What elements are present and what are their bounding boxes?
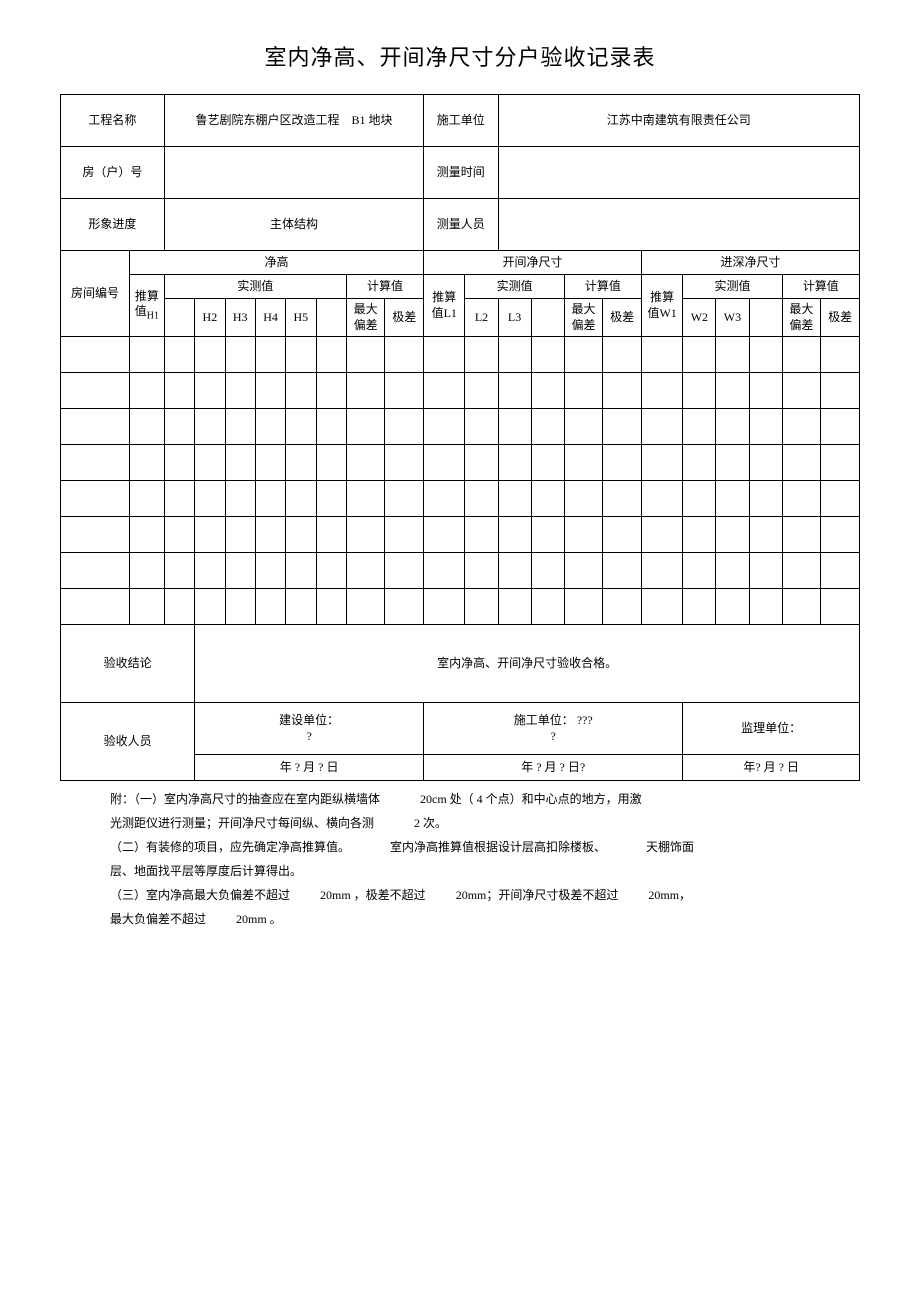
col-room-no: 房间编号	[61, 251, 130, 337]
value-project-name: 鲁艺剧院东棚户区改造工程 B1 地块	[164, 95, 423, 147]
table-row	[61, 589, 860, 625]
footnotes: 附：（一）室内净高尺寸的抽查应在室内距纵横墙体20cm 处（ 4 个点）和中心点…	[60, 781, 860, 931]
inspection-table: 工程名称 鲁艺剧院东棚户区改造工程 B1 地块 施工单位 江苏中南建筑有限责任公…	[60, 94, 860, 781]
col-range-w: 极差	[821, 299, 860, 337]
label-conclusion: 验收结论	[61, 625, 195, 703]
cell	[164, 299, 194, 337]
value-house-no	[164, 147, 423, 199]
col-calc-w: 计算值	[782, 275, 859, 299]
cell	[316, 299, 346, 337]
value-const-unit: 江苏中南建筑有限责任公司	[498, 95, 859, 147]
col-est-w: 推算值W1	[641, 275, 682, 337]
value-conclusion: 室内净高、开间净尺寸验收合格。	[195, 625, 860, 703]
col-l3: L3	[498, 299, 531, 337]
col-est-h: 推算值H1	[129, 275, 164, 337]
cell	[531, 299, 564, 337]
sign-sup-unit: 监理单位：	[683, 703, 860, 755]
col-maxdev-w: 最大偏差	[782, 299, 821, 337]
col-calc-l: 计算值	[564, 275, 641, 299]
sign-date-c: 年? 月 ? 日	[683, 755, 860, 781]
col-measured-w: 实测值	[683, 275, 782, 299]
col-h2: H2	[195, 299, 225, 337]
col-measured-h: 实测值	[164, 275, 346, 299]
table-row	[61, 481, 860, 517]
col-h3: H3	[225, 299, 255, 337]
col-maxdev-l: 最大偏差	[564, 299, 603, 337]
sign-dev-unit: 建设单位：?	[195, 703, 424, 755]
col-depth: 进深净尺寸	[641, 251, 859, 275]
table-row	[61, 517, 860, 553]
sign-date-b: 年 ? 月 ? 日?	[424, 755, 683, 781]
col-est-l: 推算值L1	[424, 275, 465, 337]
col-w3: W3	[716, 299, 749, 337]
sign-const-unit: 施工单位： ????	[424, 703, 683, 755]
page-title: 室内净高、开间净尺寸分户验收记录表	[60, 40, 860, 72]
label-project-name: 工程名称	[61, 95, 165, 147]
label-progress: 形象进度	[61, 199, 165, 251]
col-range-l: 极差	[603, 299, 642, 337]
label-measure-time: 测量时间	[424, 147, 498, 199]
col-maxdev-h: 最大偏差	[346, 299, 385, 337]
label-house-no: 房（户）号	[61, 147, 165, 199]
col-measured-l: 实测值	[465, 275, 564, 299]
col-h4: H4	[255, 299, 285, 337]
value-measure-person	[498, 199, 859, 251]
col-h5: H5	[286, 299, 316, 337]
col-w2: W2	[683, 299, 716, 337]
sign-date-a: 年 ? 月 ? 日	[195, 755, 424, 781]
col-range-h: 极差	[385, 299, 424, 337]
label-sign: 验收人员	[61, 703, 195, 781]
col-calc-h: 计算值	[346, 275, 423, 299]
label-measure-person: 测量人员	[424, 199, 498, 251]
col-open-width: 开间净尺寸	[424, 251, 642, 275]
value-progress: 主体结构	[164, 199, 423, 251]
table-row	[61, 553, 860, 589]
table-row	[61, 373, 860, 409]
value-measure-time	[498, 147, 859, 199]
col-l2: L2	[465, 299, 498, 337]
table-row	[61, 337, 860, 373]
col-net-height: 净高	[129, 251, 423, 275]
table-row	[61, 445, 860, 481]
table-row	[61, 409, 860, 445]
label-const-unit: 施工单位	[424, 95, 498, 147]
cell	[749, 299, 782, 337]
